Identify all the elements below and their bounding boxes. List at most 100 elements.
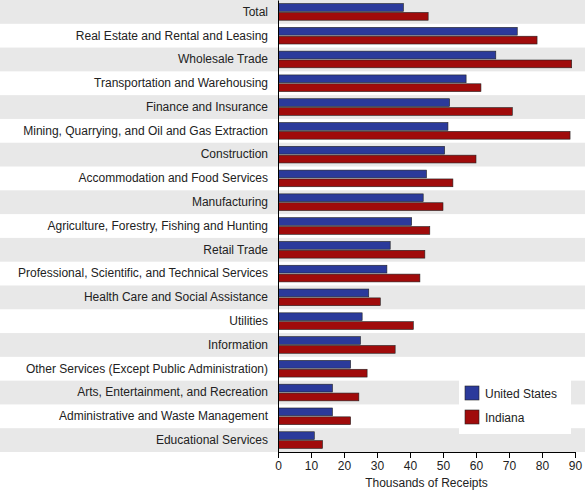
tick-label: 80: [536, 459, 550, 473]
legend-label: Indiana: [485, 411, 525, 425]
bar: [278, 432, 314, 440]
bar: [278, 194, 423, 202]
tick-mark: [476, 452, 477, 458]
tick-mark: [542, 452, 543, 458]
tick: 60: [470, 452, 484, 473]
tick: Administrative and Waste Management: [59, 409, 269, 423]
tick: 10: [305, 452, 319, 473]
tick: Arts, Entertainment, and Recreation: [77, 385, 268, 399]
series: [278, 12, 572, 448]
bar: [278, 12, 428, 20]
tick-label: 70: [503, 459, 517, 473]
bar: [278, 408, 332, 416]
tick-label: Utilities: [229, 314, 268, 328]
tick-mark: [410, 452, 411, 458]
y-axis: Total Real Estate and Rental and Leasing W…: [18, 1, 278, 453]
bar: [278, 313, 362, 321]
tick: 40: [404, 452, 418, 473]
row-band: [0, 0, 585, 24]
bar: [278, 36, 537, 44]
bar: [278, 84, 481, 92]
legend-swatch: [465, 386, 479, 400]
tick: 90: [569, 452, 583, 473]
bar: [278, 337, 361, 345]
tick-label: Finance and Insurance: [146, 100, 268, 114]
legend-swatch: [465, 410, 479, 424]
tick: Professional, Scientific, and Technical …: [18, 266, 268, 280]
legend-box: [459, 380, 571, 434]
tick-mark: [344, 452, 345, 458]
bar: [278, 75, 466, 83]
tick-label: 50: [437, 459, 451, 473]
tick: Manufacturing: [192, 195, 268, 209]
bar: [278, 274, 420, 282]
tick-label: Health Care and Social Assistance: [84, 290, 268, 304]
tick-label: Administrative and Waste Management: [59, 409, 269, 423]
axis-title: Thousands of Receipts: [365, 476, 488, 490]
tick: Health Care and Social Assistance: [84, 290, 268, 304]
tick: Educational Services: [156, 433, 268, 447]
bar: [278, 360, 351, 368]
tick-label: Other Services (Except Public Administra…: [26, 362, 268, 376]
bar: [278, 170, 427, 178]
chart: 0 10 20 30 40 50 60 70 80 90 Total Real Estate and …: [0, 0, 585, 493]
tick-mark: [278, 452, 279, 458]
tick-label: 60: [470, 459, 484, 473]
tick: 80: [536, 452, 550, 473]
bars: [278, 4, 572, 449]
tick: Information: [208, 338, 268, 352]
tick-label: 90: [569, 459, 583, 473]
tick: 0: [275, 452, 282, 473]
tick-label: Manufacturing: [192, 195, 268, 209]
tick: Retail Trade: [203, 243, 268, 257]
bar: [278, 417, 351, 425]
tick: Transportation and Warehousing: [94, 76, 268, 90]
tick-label: 30: [371, 459, 385, 473]
legend-item: United States: [465, 386, 557, 401]
tick: Agriculture, Forestry, Fishing and Hunti…: [47, 219, 268, 233]
bar: [278, 60, 572, 68]
tick: Total: [243, 5, 268, 19]
bar: [278, 322, 413, 330]
tick: Finance and Insurance: [146, 100, 268, 114]
bar: [278, 265, 387, 273]
bar: [278, 155, 476, 163]
tick: 50: [437, 452, 451, 473]
bar: [278, 131, 570, 139]
x-axis: 0 10 20 30 40 50 60 70 80 90: [275, 452, 582, 473]
bar: [278, 203, 443, 211]
bar: [278, 179, 453, 187]
tick-label: 0: [275, 459, 282, 473]
bar: [278, 218, 412, 226]
row-band: [0, 285, 585, 309]
bar: [278, 345, 395, 353]
tick: 30: [371, 452, 385, 473]
tick-mark: [509, 452, 510, 458]
tick: 70: [503, 452, 517, 473]
tick-label: 10: [305, 459, 319, 473]
tick-label: Professional, Scientific, and Technical …: [18, 266, 268, 280]
tick-mark: [443, 452, 444, 458]
legend-item: Indiana: [465, 410, 525, 425]
row-band: [0, 48, 585, 72]
row-band: [0, 333, 585, 357]
tick: Utilities: [229, 314, 268, 328]
tick: Mining, Quarrying, and Oil and Gas Extra…: [23, 124, 268, 138]
tick-label: Accommodation and Food Services: [79, 171, 268, 185]
legend: United States Indiana: [459, 380, 571, 434]
bar: [278, 241, 390, 249]
tick: Accommodation and Food Services: [79, 171, 268, 185]
tick-label: 20: [338, 459, 352, 473]
bar: [278, 441, 323, 449]
row-band: [0, 95, 585, 119]
tick-label: Wholesale Trade: [178, 52, 268, 66]
tick: Construction: [201, 147, 268, 161]
tick-label: Real Estate and Rental and Leasing: [76, 29, 268, 43]
axis-line: [278, 1, 279, 453]
bar: [278, 51, 496, 59]
tick-label: Agriculture, Forestry, Fishing and Hunti…: [47, 219, 268, 233]
bar: [278, 227, 430, 235]
bar: [278, 289, 369, 297]
tick-label: Mining, Quarrying, and Oil and Gas Extra…: [23, 124, 268, 138]
row-band: [0, 238, 585, 262]
